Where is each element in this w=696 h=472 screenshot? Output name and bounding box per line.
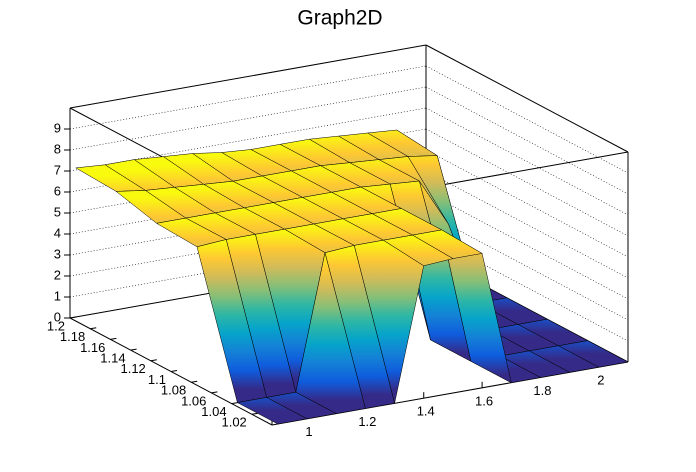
- y-tick: [130, 348, 137, 351]
- y-tick: [69, 316, 77, 319]
- grid-line: [425, 233, 629, 342]
- y-tick-label: 1.02: [221, 415, 246, 430]
- chart-title: Graph2D: [297, 7, 382, 30]
- grid-line: [69, 86, 427, 151]
- y-tick: [90, 327, 97, 330]
- grid-line: [425, 149, 629, 258]
- y-tick: [191, 380, 198, 383]
- y-tick: [211, 391, 218, 394]
- y-tick-label: 1.18: [60, 329, 85, 344]
- y-tick-label: 1.08: [161, 383, 186, 398]
- y-tick-label: 1.2: [47, 318, 65, 333]
- x-tick-label: 1.2: [358, 414, 376, 429]
- grid-line: [425, 212, 629, 321]
- y-tick-label: 1.06: [181, 393, 206, 408]
- grid-line: [425, 170, 629, 279]
- y-tick-label: 1.04: [201, 404, 226, 419]
- z-tick-label: 1: [54, 288, 61, 303]
- grid-line: [425, 191, 629, 300]
- z-tick-label: 2: [54, 267, 61, 282]
- grid-line: [425, 107, 629, 216]
- box-edge: [425, 44, 629, 153]
- x-tick-label: 2: [597, 373, 604, 388]
- y-tick-label: 1.14: [100, 351, 125, 366]
- x-tick-label: 1.4: [417, 404, 435, 419]
- box-edge: [69, 44, 427, 109]
- y-tick-label: 1.12: [120, 361, 145, 376]
- grid-line: [69, 65, 427, 130]
- z-tick-label: 4: [54, 225, 61, 240]
- x-tick-label: 1.6: [475, 393, 493, 408]
- surface-cell: [237, 397, 308, 425]
- x-tick-label: 1.8: [533, 383, 551, 398]
- z-tick-label: 3: [54, 246, 61, 261]
- y-tick-label: 1.16: [80, 340, 105, 355]
- y-tick: [110, 337, 117, 340]
- y-tick: [231, 402, 238, 405]
- z-tick-label: 0: [54, 309, 61, 324]
- y-tick: [170, 370, 178, 372]
- z-tick-label: 8: [54, 141, 61, 156]
- z-tick-label: 6: [54, 183, 61, 198]
- grid-line: [425, 65, 629, 174]
- y-tick: [150, 359, 157, 362]
- y-tick-label: 1.1: [148, 372, 166, 387]
- z-tick-label: 7: [54, 162, 61, 177]
- x-tick-label: 1: [305, 424, 312, 439]
- z-tick-label: 9: [54, 120, 61, 135]
- grid-line: [425, 86, 629, 195]
- z-tick-label: 5: [54, 204, 61, 219]
- y-tick: [251, 412, 258, 415]
- grid-line: [425, 128, 629, 237]
